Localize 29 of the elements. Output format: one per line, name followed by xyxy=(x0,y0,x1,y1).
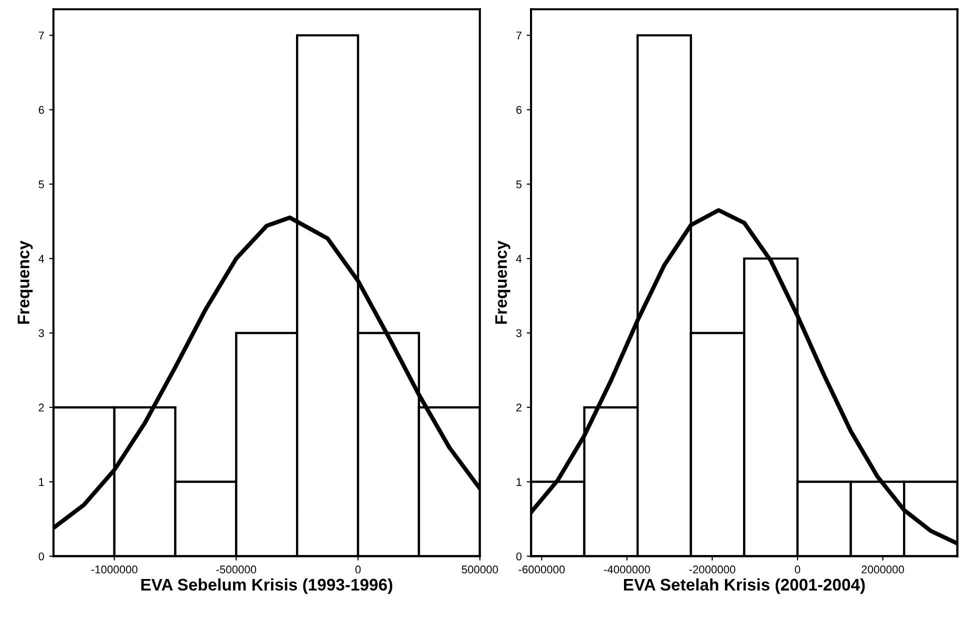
y-axis-title: Frequency xyxy=(18,240,33,324)
y-tick-label: 3 xyxy=(38,329,44,338)
y-tick-label: 5 xyxy=(38,180,44,188)
y-tick-label: 0 xyxy=(516,552,522,560)
y-tick-label: 2 xyxy=(516,404,522,412)
x-tick-label: -1000000 xyxy=(91,566,138,574)
x-tick-label: -500000 xyxy=(216,566,256,574)
x-tick-label: -4000000 xyxy=(604,566,650,574)
y-tick-label: 7 xyxy=(38,32,44,40)
x-axis-title: EVA Setelah Krisis (2001-2004) xyxy=(624,578,865,594)
y-tick-label: 5 xyxy=(516,180,522,188)
x-tick-label: 2000000 xyxy=(862,566,904,574)
y-axis-title: Frequency xyxy=(495,240,510,324)
x-tick-label: -2000000 xyxy=(689,566,736,574)
y-tick-label: 0 xyxy=(38,552,44,560)
x-tick-label: -6000000 xyxy=(518,566,565,574)
y-tick-label: 1 xyxy=(39,478,44,486)
x-axis-title: EVA Sebelum Krisis (1993-1996) xyxy=(141,578,392,594)
y-tick-label: 6 xyxy=(38,106,44,114)
y-tick-label: 4 xyxy=(516,254,522,263)
y-tick-label: 4 xyxy=(38,254,44,263)
x-tick-label: 0 xyxy=(794,566,800,574)
x-tick-label: 500000 xyxy=(462,566,498,574)
x-tick-label: 0 xyxy=(355,566,361,574)
y-tick-label: 7 xyxy=(516,32,522,40)
y-tick-label: 3 xyxy=(516,329,522,338)
y-tick-label: 2 xyxy=(38,404,44,412)
y-tick-label: 1 xyxy=(516,478,522,486)
y-tick-label: 6 xyxy=(516,106,522,114)
